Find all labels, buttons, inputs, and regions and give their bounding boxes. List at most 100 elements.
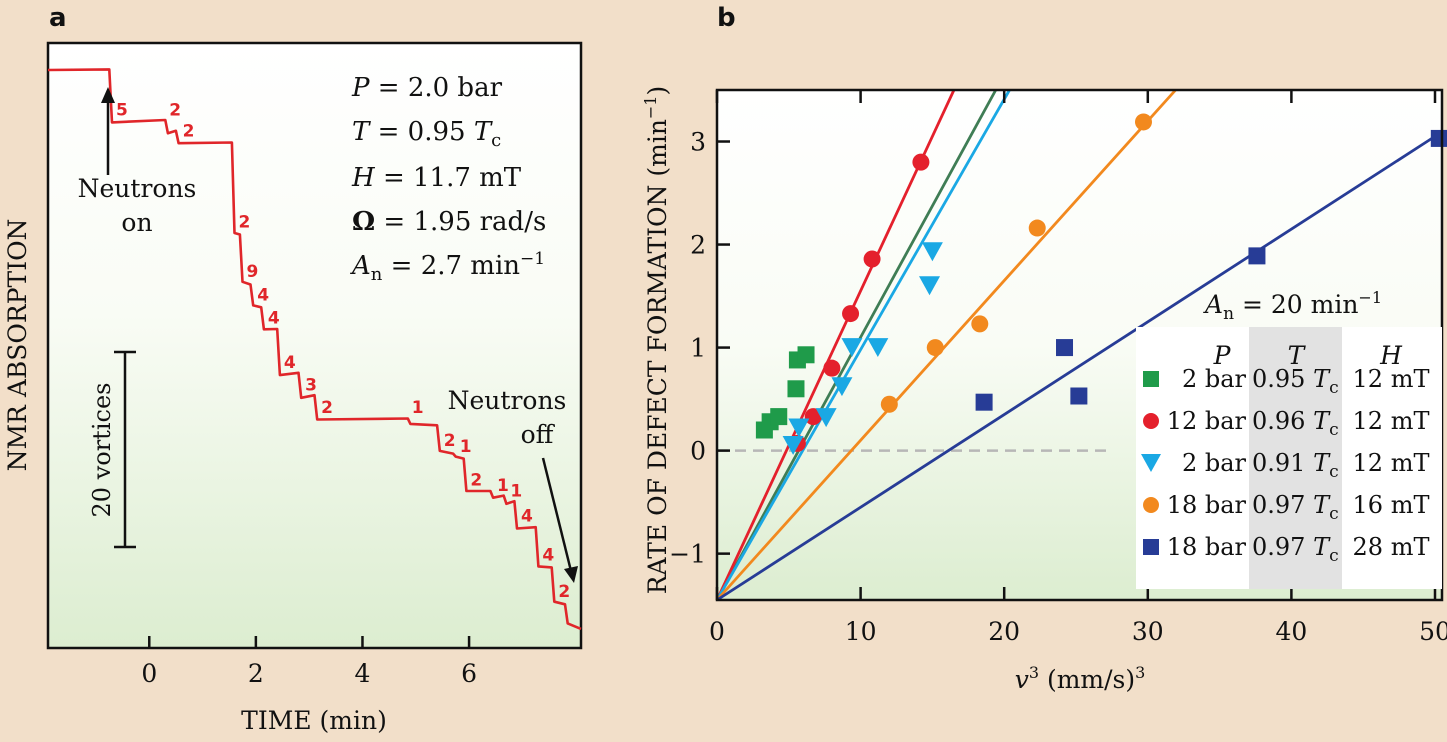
a-xtick-label-3: 6 [461,659,477,688]
panel-label-b: b [717,3,736,33]
point-s2-3 [831,377,853,397]
point-s3-0 [880,395,898,413]
neutrons-off-arrow [541,457,573,572]
b-xtick-label-5: 50 [1419,617,1447,646]
step-label-4: 9 [247,262,259,282]
a-xtick-label-0: 0 [141,659,157,688]
panel-a-x-axis: 0 2 4 6 [141,636,477,688]
panel-b-x-axis: 0 10 20 30 40 50 [709,90,1447,646]
point-s2-5 [867,338,889,358]
step-label-7: 4 [284,353,296,373]
point-s4-1 [1056,339,1074,357]
point-s2-0 [782,436,804,455]
panel-a-y-axis-label: NMR ABSORPTION [3,219,32,472]
step-label-8: 3 [305,375,317,395]
point-s4-4 [1430,129,1447,147]
nmr-trace-line [47,68,582,631]
point-s1-2 [823,359,841,377]
step-label-5: 4 [257,286,269,306]
panel-b: 0 10 20 30 40 50 −1 0 1 2 3 RATE OF DEFECT FORMAT… [641,86,1447,694]
step-label-0: 5 [116,100,128,120]
step-label-2: 2 [183,122,195,142]
point-s0-3 [787,380,805,398]
neutrons-off-annotation: Neutrons off [448,386,578,583]
legend-an-label: An = 20 min−1 [1203,288,1382,324]
legend-temperature-1: 0.96 Tc [1252,407,1339,440]
data-points [755,113,1447,455]
legend-marker-2 [1141,454,1161,472]
parameter-list: P = 2.0 bar T = 0.95 Tc H = 11.7 mT Ω = … [350,73,546,285]
legend-header-p: P [1213,341,1232,370]
param-pressure: P = 2.0 bar [351,73,503,103]
step-label-9: 2 [321,398,333,418]
legend-marker-3 [1143,497,1159,513]
step-label-15: 1 [510,481,522,501]
param-field: H = 11.7 mT [351,163,522,193]
b-ytick-label-1: 0 [690,437,706,466]
step-label-18: 2 [558,582,570,602]
panel-b-x-axis-label: v3 (mm/s)3 [1015,663,1146,694]
fit-line-1 [715,89,956,601]
panel-label-a: a [49,3,67,33]
legend-marker-1 [1143,413,1159,429]
neutrons-on-annotation: Neutrons on [78,87,197,237]
neutrons-off-label-2: off [521,420,556,449]
legend-field-4: 28 mT [1353,533,1430,561]
legend-marker-0 [1143,371,1159,387]
step-label-6: 4 [268,308,280,328]
legend-t-column [1249,327,1342,589]
fit-line-4 [716,135,1436,602]
point-s3-2 [971,315,989,333]
b-xtick-label-2: 20 [988,617,1020,646]
step-label-17: 4 [542,546,554,566]
neutrons-on-label-1: Neutrons [78,174,197,203]
param-an: An = 2.7 min−1 [350,249,545,285]
panel-a-x-axis-label: TIME (min) [241,706,387,735]
step-label-13: 2 [470,470,482,490]
legend-marker-4 [1143,539,1159,555]
a-xtick-label-2: 4 [355,659,371,688]
point-s2-2 [815,408,837,428]
point-s3-3 [1028,219,1046,237]
step-label-1: 2 [169,100,181,120]
point-s2-4 [841,338,863,358]
legend-pressure-3: 18 bar [1167,491,1247,519]
legend-header-t: T [1288,341,1307,370]
scale-bar-label: 20 vortices [88,383,116,518]
point-s0-5 [797,346,815,364]
point-s2-7 [921,242,943,262]
legend-pressure-2: 2 bar [1182,449,1247,477]
b-xtick-label-1: 10 [845,617,877,646]
legend-field-0: 12 mT [1353,365,1430,393]
b-xtick-label-3: 30 [1132,617,1164,646]
legend-pressure-4: 18 bar [1167,533,1247,561]
legend-header-h: H [1379,341,1403,370]
scale-bar: 20 vortices [88,350,136,549]
point-s4-0 [975,393,993,411]
point-s3-1 [926,339,944,357]
panel-b-y-axis: −1 0 1 2 3 [669,128,730,569]
point-s1-3 [842,305,860,323]
point-s2-1 [788,418,810,438]
step-label-12: 1 [460,437,472,457]
point-s1-4 [863,250,881,268]
legend-temperature-2: 0.91 Tc [1252,449,1339,482]
step-label-16: 4 [521,507,533,527]
legend-field-3: 16 mT [1353,491,1430,519]
panel-a-plot-area [46,41,583,650]
legend-temperature-4: 0.97 Tc [1252,533,1339,566]
legend-pressure-0: 2 bar [1182,365,1247,393]
neutrons-off-label-1: Neutrons [448,386,567,415]
legend-pressure-1: 12 bar [1167,407,1247,435]
legend-temperature-3: 0.97 Tc [1252,491,1339,524]
neutrons-off-arrow-head [564,566,578,583]
neutrons-on-arrow-head [101,87,115,103]
step-label-11: 2 [444,431,456,451]
step-label-10: 1 [412,398,424,418]
neutrons-on-label-2: on [121,208,152,237]
point-s0-2 [770,408,788,426]
